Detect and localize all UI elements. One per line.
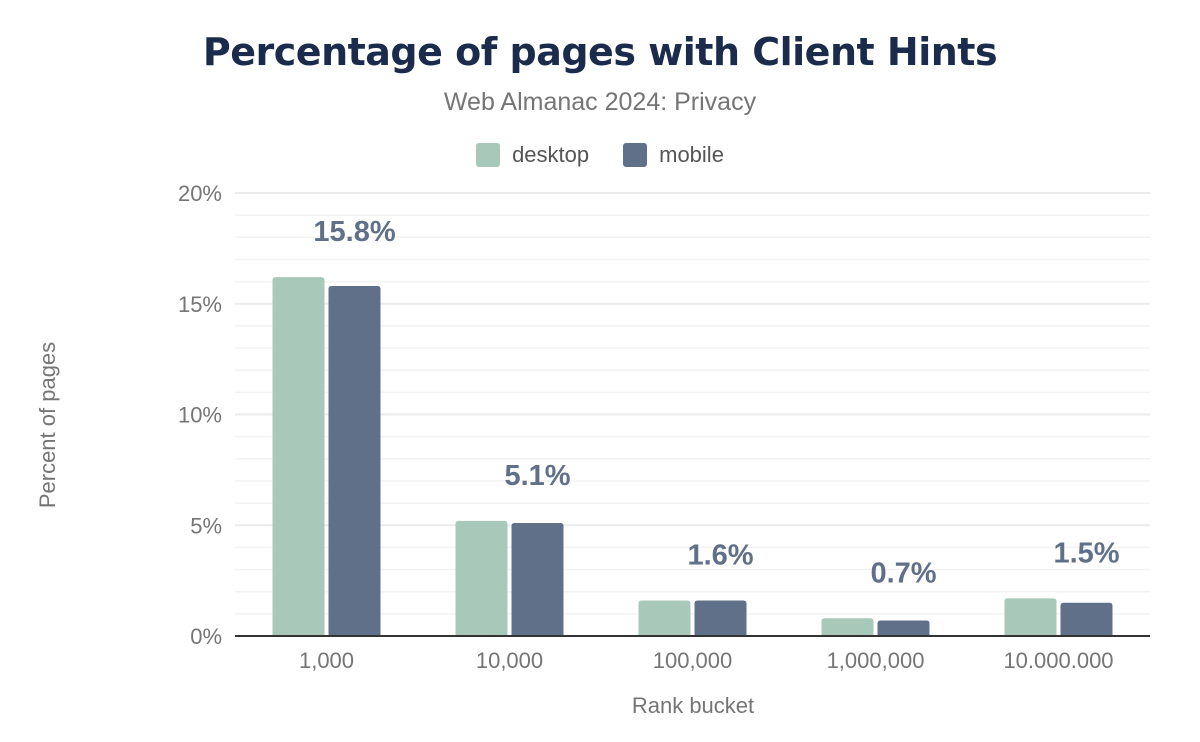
x-tick-label: 1,000 — [299, 648, 354, 673]
x-axis-title: Rank bucket — [632, 693, 754, 718]
data-label: 0.7% — [870, 557, 936, 589]
bar-desktop — [1004, 598, 1057, 636]
bar-mobile — [877, 620, 930, 636]
bar-mobile — [694, 600, 747, 636]
y-tick-label: 15% — [178, 292, 222, 317]
legend-label-mobile: mobile — [659, 142, 724, 167]
x-tick-label: 10,000 — [476, 648, 543, 673]
bar-mobile — [511, 523, 564, 636]
y-tick-label: 20% — [178, 181, 222, 206]
bar-desktop — [638, 600, 691, 636]
x-tick-label: 1,000,000 — [827, 648, 925, 673]
y-tick-label: 10% — [178, 403, 222, 428]
y-axis-title: Percent of pages — [35, 342, 60, 508]
data-label: 5.1% — [504, 460, 570, 492]
bar-mobile — [328, 286, 381, 636]
bar-desktop — [821, 618, 874, 636]
legend-item-mobile[interactable]: mobile — [623, 142, 724, 168]
legend-swatch-desktop — [476, 143, 501, 167]
bar-mobile — [1060, 602, 1113, 636]
x-tick-label: 10.000.000 — [1003, 648, 1113, 673]
data-label: 1.5% — [1053, 537, 1119, 569]
y-tick-label: 0% — [190, 624, 222, 649]
legend-item-desktop[interactable]: desktop — [476, 142, 589, 168]
x-tick-label: 100,000 — [653, 648, 733, 673]
chart-title: Percentage of pages with Client Hints — [202, 30, 998, 74]
data-label: 1.6% — [687, 540, 753, 572]
bar-desktop — [272, 277, 325, 636]
bar-desktop — [455, 520, 508, 636]
legend-swatch-mobile — [623, 143, 648, 167]
data-label: 15.8% — [313, 216, 395, 248]
legend: desktop mobile — [0, 142, 1200, 168]
legend-label-desktop: desktop — [512, 142, 590, 167]
chart-subtitle: Web Almanac 2024: Privacy — [443, 88, 757, 116]
y-tick-label: 5% — [190, 513, 222, 538]
